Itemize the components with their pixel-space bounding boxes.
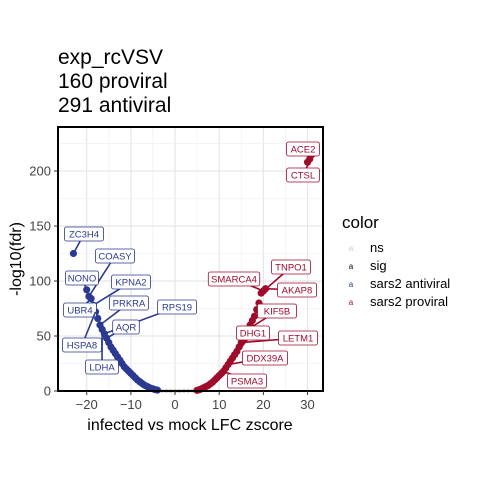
point-label-box <box>111 274 151 290</box>
y-tick-label: 200 <box>29 164 51 179</box>
legend-item: a ns <box>349 240 384 255</box>
x-tick-label: 20 <box>256 397 270 412</box>
point-label-text: PSMA3 <box>231 377 263 388</box>
point-label: DDX39A <box>227 350 288 366</box>
point-label-text: LDHA <box>89 363 115 374</box>
x-tick-label: −20 <box>76 397 98 412</box>
point-label-box <box>277 282 317 298</box>
point-label: SMARCA4 <box>207 271 264 292</box>
legend-item-label: sars2 antiviral <box>370 276 450 291</box>
legend-title: color <box>342 213 379 232</box>
point-label: PRKRA <box>99 295 149 326</box>
legend-item: a sig <box>349 258 387 273</box>
point-label-box <box>112 319 140 335</box>
point-label: CTSL <box>286 160 320 183</box>
point-label-text: DHG1 <box>240 329 266 340</box>
point-label-text: COASY <box>98 252 132 263</box>
title-line-2: 160 proviral <box>58 70 168 93</box>
title-line-3: 291 antiviral <box>58 94 171 117</box>
x-axis: −20 −10 0 10 20 30 <box>76 391 315 412</box>
point-label-box <box>271 259 311 275</box>
point-label-box <box>64 226 104 242</box>
point-label-box <box>278 330 318 346</box>
point-label: AQR <box>106 319 140 339</box>
point-label-box <box>241 350 288 366</box>
point-label: DHG1 <box>231 325 270 359</box>
point-label-box <box>63 302 97 318</box>
point-label-text: SMARCA4 <box>211 275 257 286</box>
point-label-box <box>65 270 99 286</box>
point-label-text: AKAP8 <box>282 286 313 297</box>
y-tick-label: 0 <box>44 384 51 399</box>
point-label-box <box>257 303 297 319</box>
point-label-text: ACE2 <box>291 145 316 156</box>
y-axis-title: -log10(fdr) <box>8 222 25 296</box>
point-label-box <box>85 359 119 375</box>
point-label-box <box>109 295 149 311</box>
legend-item: a sars2 proviral <box>349 294 448 309</box>
point-label-text: HSPA8 <box>67 341 97 352</box>
legend-item-label: sars2 proviral <box>370 294 448 309</box>
legend-item-label: sig <box>370 258 387 273</box>
x-tick-label: 10 <box>212 397 226 412</box>
point-label-box <box>157 299 197 315</box>
point-label-box <box>286 141 320 157</box>
title-line-1: exp_rcVSV <box>58 46 163 69</box>
point-label-text: CTSL <box>291 171 315 182</box>
point-label: LDHA <box>85 329 119 375</box>
point-label-text: KPNA2 <box>115 278 146 289</box>
y-tick-label: 100 <box>29 274 51 289</box>
x-tick-label: 0 <box>171 397 178 412</box>
x-axis-title: infected vs mock LFC zscore <box>87 417 293 434</box>
y-tick-label: 50 <box>37 329 51 344</box>
point-label-text: NONO <box>68 274 97 285</box>
point-label-box <box>236 325 270 341</box>
point-label-text: UBR4 <box>67 306 92 317</box>
point-labels: ACE2 CTSL TNPO1 SMARCA4 AKAP8 KIF5B DHG1 LETM1 D… <box>62 141 320 389</box>
point-label-box <box>227 373 267 389</box>
point-label-text: LETM1 <box>283 334 314 345</box>
legend-key-glyph: a <box>349 244 354 253</box>
x-tick-label: −10 <box>120 397 142 412</box>
x-tick-label: 30 <box>300 397 314 412</box>
point-label-text: PRKRA <box>113 299 146 310</box>
legend-key-glyph: a <box>349 280 354 289</box>
point-label: AKAP8 <box>265 282 317 298</box>
data-point <box>303 158 312 166</box>
point-label: HSPA8 <box>62 311 102 353</box>
point-label: ZC3H4 <box>64 226 104 254</box>
point-label-box <box>95 248 135 264</box>
point-label: NONO <box>65 270 99 291</box>
legend-item: a sars2 antiviral <box>349 276 451 291</box>
y-tick-label: 150 <box>29 219 51 234</box>
point-label-text: KIF5B <box>264 307 290 318</box>
point-label: COASY <box>88 248 135 297</box>
plot-panel-border <box>57 126 324 392</box>
point-label-box <box>207 271 261 287</box>
point-label: KPNA2 <box>92 274 151 306</box>
point-label-text: TNPO1 <box>275 263 307 274</box>
legend-item-label: ns <box>370 240 384 255</box>
point-label-text: AQR <box>116 323 137 334</box>
point-label-text: ZC3H4 <box>69 230 99 241</box>
point-label: ACE2 <box>286 141 320 158</box>
legend: color a ns a sig a sars2 antiviral a sars2 prov… <box>342 213 450 309</box>
point-label: PSMA3 <box>223 370 267 389</box>
legend-key-glyph: a <box>349 298 354 307</box>
point-label-text: RPS19 <box>162 303 192 314</box>
point-label-box <box>286 167 320 183</box>
point-label: UBR4 <box>63 298 97 318</box>
point-label-text: DDX39A <box>247 354 285 365</box>
y-axis: 0 50 100 150 200 <box>29 164 58 399</box>
point-label: LETM1 <box>241 330 318 346</box>
legend-key-glyph: a <box>349 262 354 271</box>
